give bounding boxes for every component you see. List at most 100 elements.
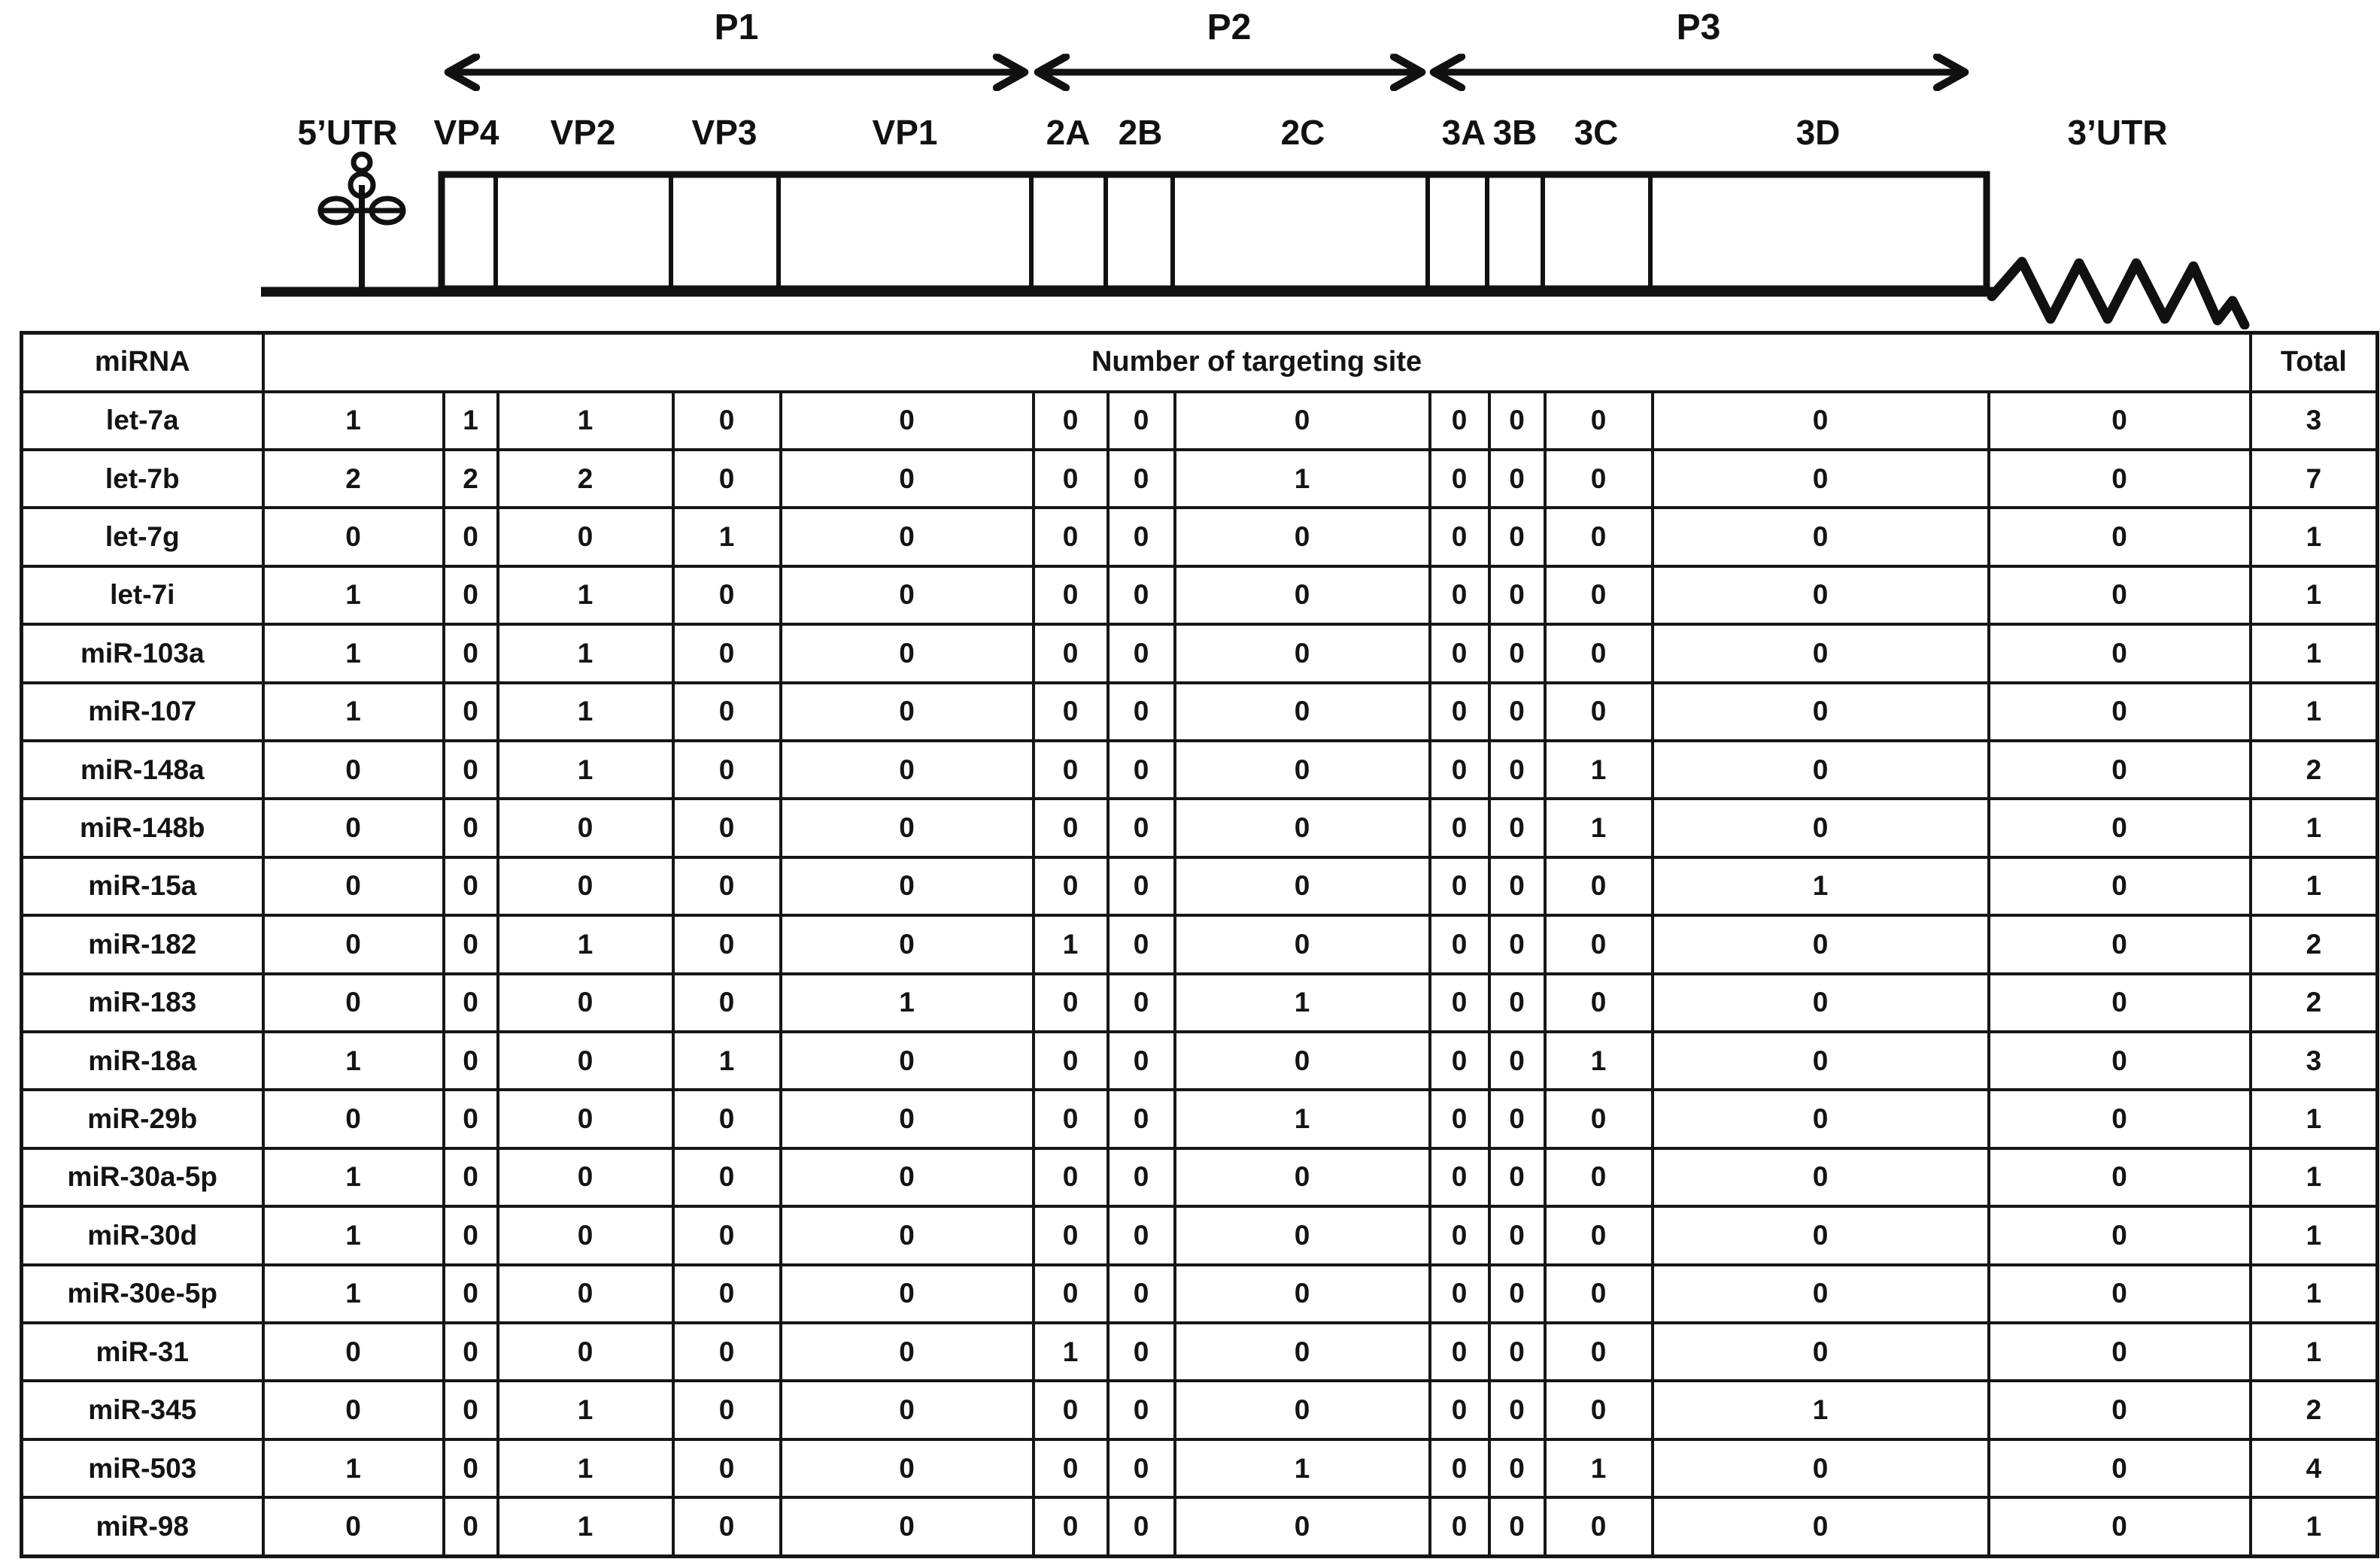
value-cell: 0 [1543,972,1654,1033]
value-cell: 1 [261,1146,445,1209]
value-cell: 1 [496,390,675,451]
value-cell: 2 [261,447,445,510]
value-cell: 0 [1487,506,1547,568]
table-row: miR-30d 1 0 0 0 0 0 0 0 0 0 0 0 0 1 [20,1205,2379,1266]
value-cell: 0 [671,1263,782,1325]
value-cell: 0 [442,797,499,859]
value-cell: 0 [496,855,675,917]
segment-label-vp1: VP1 [873,113,938,152]
value-cell: 0 [1987,1205,2252,1266]
value-cell: 0 [779,1321,1035,1383]
value-cell: 0 [1487,1321,1547,1383]
table-row: miR-148a 0 0 1 0 0 0 0 0 0 0 1 0 0 2 [20,739,2379,801]
total-cell: 1 [2248,623,2379,684]
mirna-cell: miR-31 [20,1321,265,1383]
value-cell: 0 [1106,1263,1176,1325]
region-label-p1: P1 [715,8,759,47]
total-cell: 1 [2248,1088,2379,1150]
total-cell: 1 [2248,855,2379,917]
value-cell: 0 [496,1088,675,1150]
value-cell: 0 [261,797,445,859]
table-row: miR-31 0 0 0 0 0 1 0 0 0 0 0 0 0 1 [20,1321,2379,1383]
value-cell: 0 [1106,1205,1176,1266]
value-cell: 0 [1987,1496,2252,1558]
value-cell: 0 [671,1146,782,1209]
mirna-cell: miR-30e-5p [20,1263,265,1325]
value-cell: 1 [1543,1030,1654,1092]
table-row: let-7g 0 0 0 1 0 0 0 0 0 0 0 0 0 1 [20,506,2379,568]
value-cell: 1 [261,1263,445,1325]
value-cell: 0 [1106,1030,1176,1092]
value-cell: 0 [1650,1496,1990,1558]
orf-box [438,171,1990,293]
mirna-cell: miR-503 [20,1437,265,1500]
value-cell: 0 [496,1205,675,1266]
value-cell: 0 [779,914,1035,975]
value-cell: 0 [1106,1321,1176,1383]
total-cell: 2 [2248,914,2379,975]
value-cell: 0 [779,1379,1035,1441]
value-cell: 0 [779,855,1035,917]
value-cell: 0 [261,1088,445,1150]
value-cell: 0 [1031,739,1110,801]
value-cell: 0 [779,797,1035,859]
segment-label-vp3: VP3 [692,113,757,152]
value-cell: 0 [671,1496,782,1558]
value-cell: 0 [442,1146,499,1209]
value-cell: 0 [1031,1205,1110,1266]
value-cell: 0 [1543,390,1654,451]
value-cell: 0 [496,1030,675,1092]
value-cell: 0 [1487,1263,1547,1325]
value-cell: 1 [1031,1321,1110,1383]
table-row: miR-107 1 0 1 0 0 0 0 0 0 0 0 0 0 1 [20,681,2379,742]
value-cell: 0 [1487,914,1547,975]
value-cell: 0 [1987,739,2252,801]
total-cell: 2 [2248,972,2379,1033]
mirna-cell: miR-30a-5p [20,1146,265,1209]
table-row: miR-182 0 0 1 0 0 1 0 0 0 0 0 0 0 2 [20,914,2379,975]
value-cell: 0 [1987,1030,2252,1092]
region-label-p3: P3 [1677,8,1721,47]
value-cell: 0 [1487,390,1547,451]
value-cell: 0 [1428,739,1491,801]
value-cell: 0 [1173,914,1431,975]
value-cell: 0 [1173,797,1431,859]
mirna-cell: miR-107 [20,681,265,742]
value-cell: 0 [496,1263,675,1325]
segment-label-vp2: VP2 [551,113,616,152]
value-cell: 0 [1543,623,1654,684]
value-cell: 0 [1106,447,1176,510]
value-cell: 0 [1987,390,2252,451]
value-cell: 0 [1173,681,1431,742]
table-row: miR-103a 1 0 1 0 0 0 0 0 0 0 0 0 0 1 [20,623,2379,684]
value-cell: 2 [496,447,675,510]
mirna-cell: let-7b [20,447,265,510]
value-cell: 0 [1543,1205,1654,1266]
value-cell: 0 [1106,564,1176,626]
value-cell: 1 [1650,1379,1990,1441]
value-cell: 0 [496,797,675,859]
value-cell: 0 [442,1496,499,1558]
value-cell: 0 [1031,1496,1110,1558]
value-cell: 0 [779,739,1035,801]
value-cell: 0 [1543,447,1654,510]
value-cell: 0 [1987,1146,2252,1209]
table-row: miR-18a 1 0 0 1 0 0 0 0 0 0 1 0 0 3 [20,1030,2379,1092]
segment-label-5utr: 5’UTR [298,113,398,152]
value-cell: 0 [261,1379,445,1441]
mirna-cell: miR-15a [20,855,265,917]
value-cell: 1 [1173,1088,1431,1150]
value-cell: 1 [261,1030,445,1092]
total-cell: 1 [2248,1146,2379,1209]
total-cell: 1 [2248,1321,2379,1383]
total-cell: 1 [2248,681,2379,742]
value-cell: 0 [1987,447,2252,510]
value-cell: 0 [1173,1263,1431,1325]
value-cell: 0 [1987,1263,2252,1325]
table-row: miR-345 0 0 1 0 0 0 0 0 0 0 0 1 0 2 [20,1379,2379,1441]
value-cell: 0 [1173,1321,1431,1383]
value-cell: 0 [1543,1379,1654,1441]
total-cell: 1 [2248,1263,2379,1325]
total-header: Total [2248,331,2379,393]
total-cell: 7 [2248,447,2379,510]
